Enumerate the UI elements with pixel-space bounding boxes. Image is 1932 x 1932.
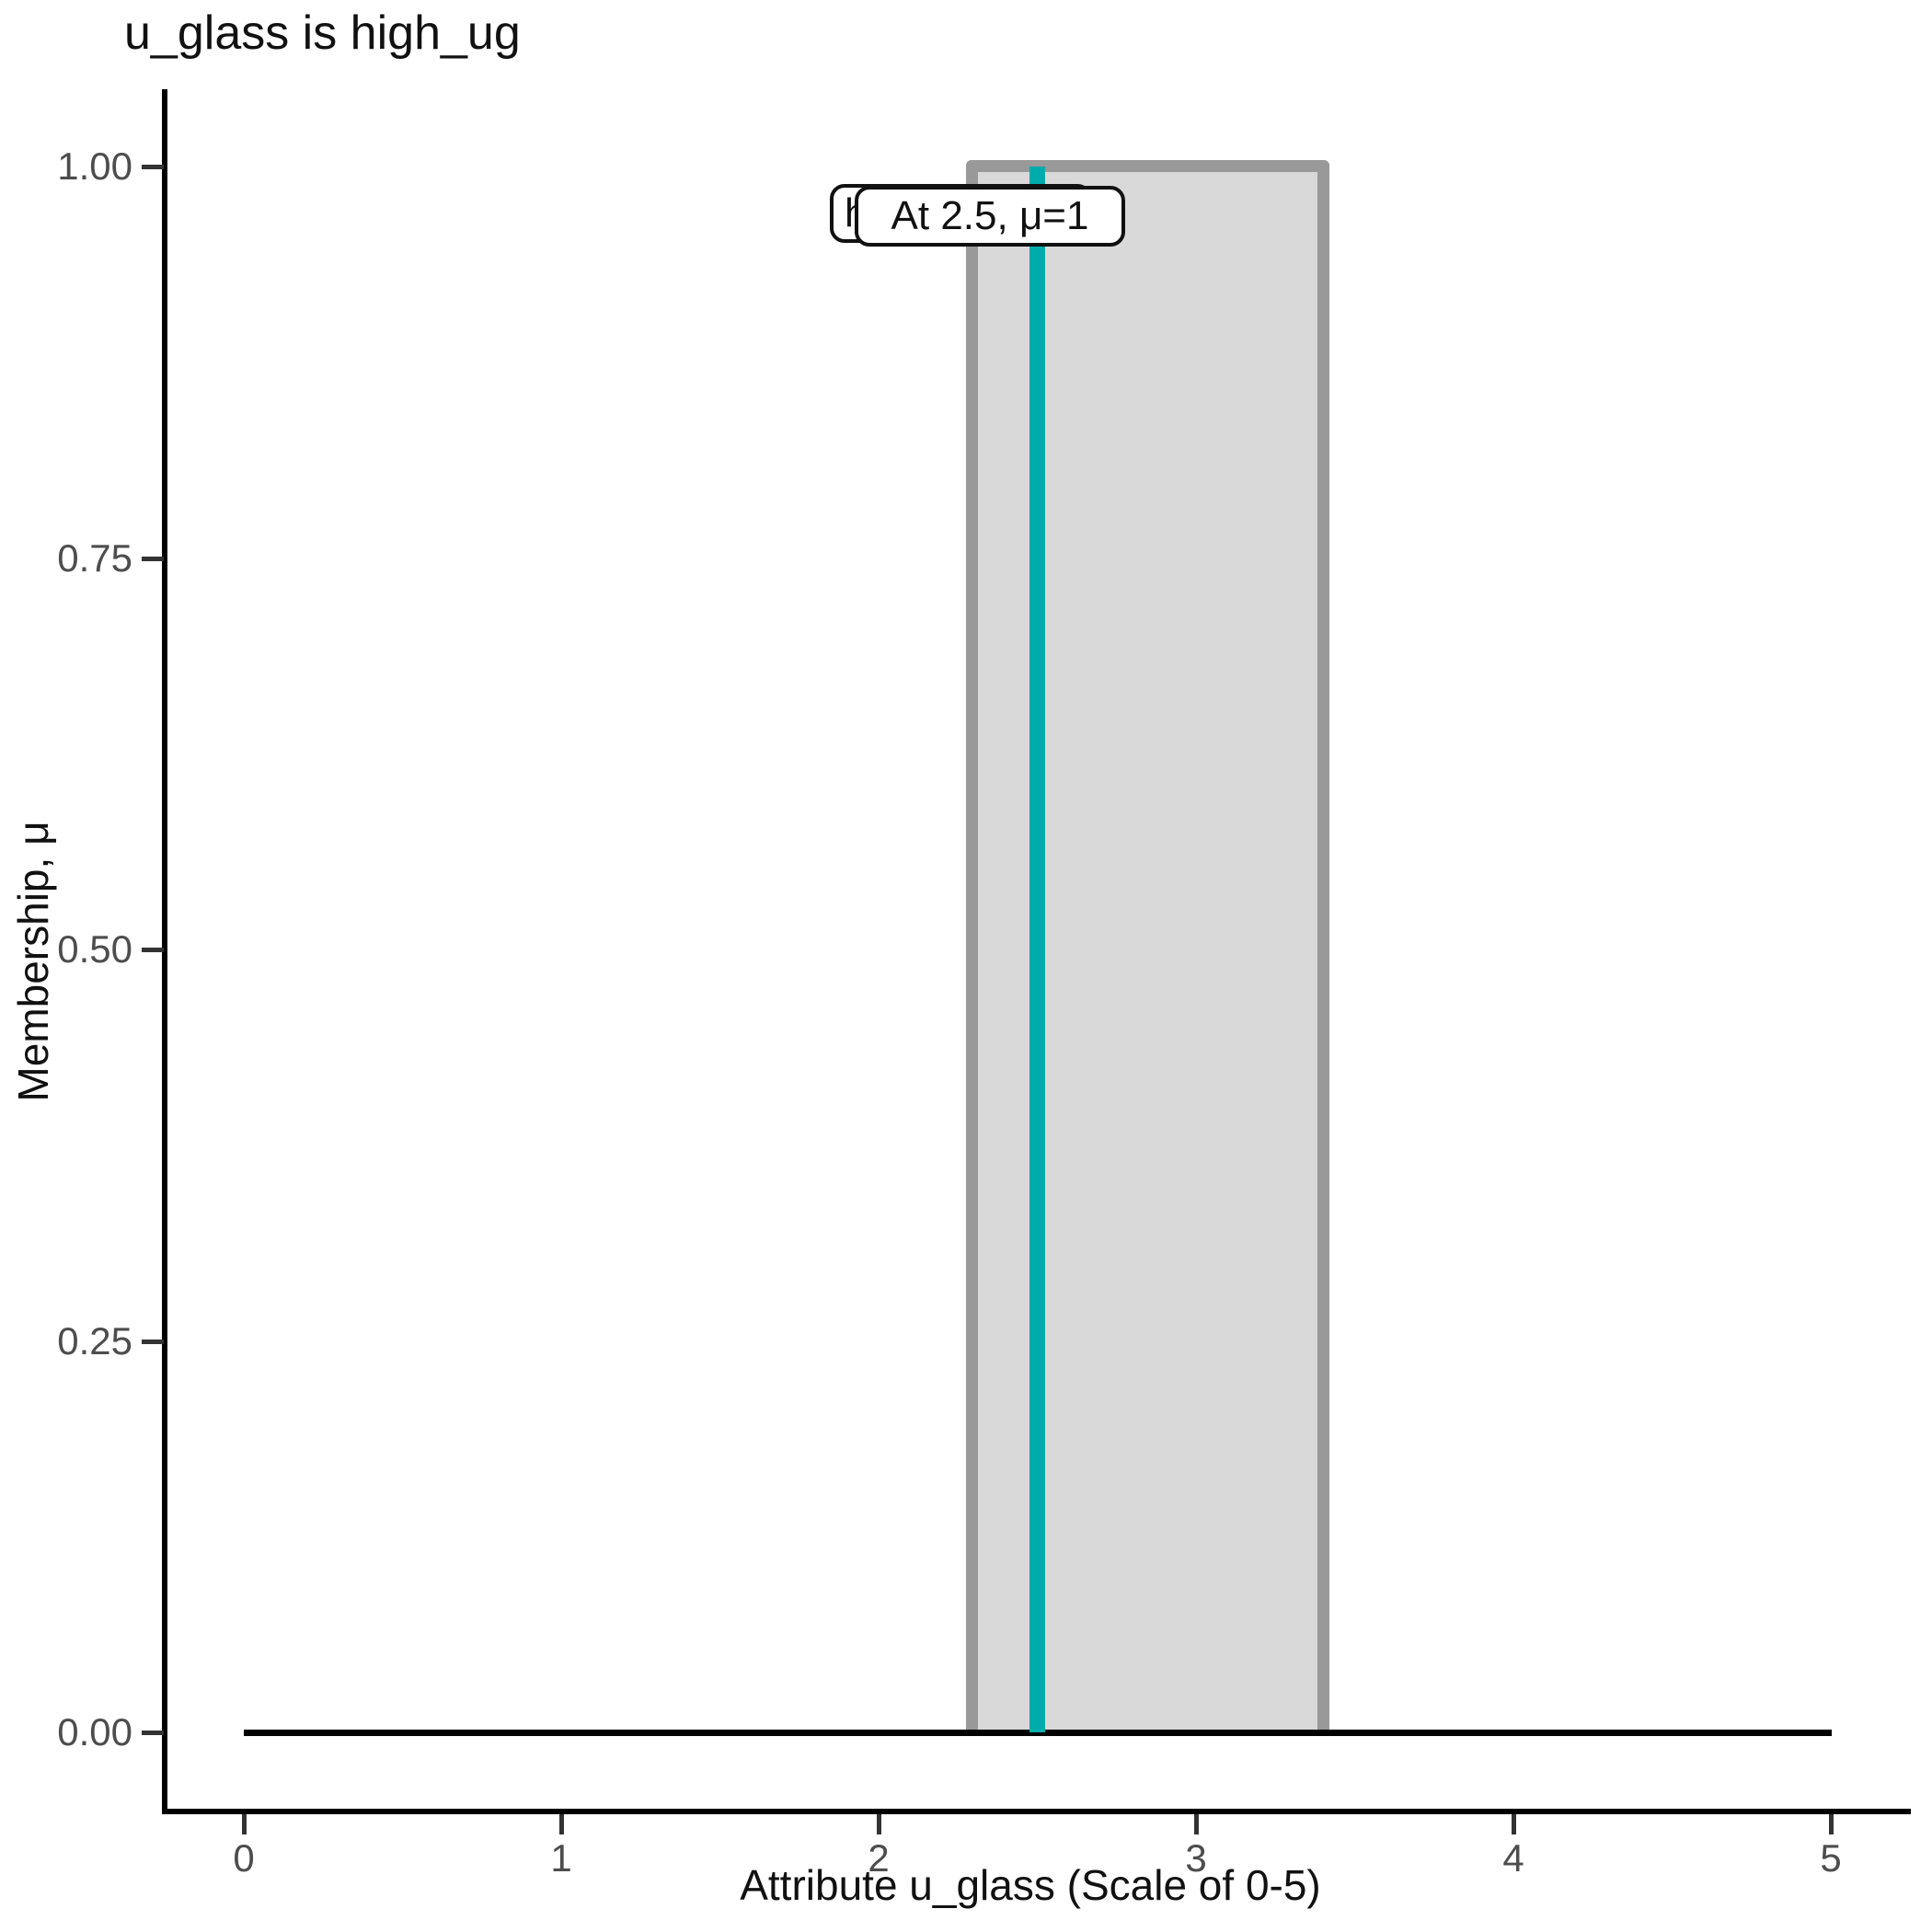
y-tick-100 (142, 165, 164, 169)
y-tick-050 (142, 948, 164, 952)
y-axis-line (162, 89, 167, 1814)
y-tick-label-025: 0.25 (57, 1319, 132, 1363)
x-tick-label-4: 4 (1502, 1836, 1524, 1880)
y-tick-025 (142, 1340, 164, 1344)
membership-baseline (244, 1730, 1832, 1736)
point-annotation-box: At 2.5, μ=1 (855, 186, 1125, 247)
x-tick-4 (1512, 1814, 1516, 1834)
x-tick-label-5: 5 (1820, 1836, 1842, 1880)
x-tick-label-3: 3 (1185, 1836, 1207, 1880)
point-annotation-label: At 2.5, μ=1 (891, 193, 1089, 238)
x-tick-0 (242, 1814, 247, 1834)
x-tick-5 (1829, 1814, 1834, 1834)
x-tick-1 (559, 1814, 564, 1834)
x-tick-label-0: 0 (233, 1836, 255, 1880)
y-tick-label-075: 0.75 (57, 536, 132, 580)
x-tick-label-1: 1 (550, 1836, 572, 1880)
y-tick-label-100: 1.00 (57, 144, 132, 188)
y-tick-label-050: 0.50 (57, 927, 132, 971)
y-tick-label-000: 0.00 (57, 1710, 132, 1754)
query-value-line (1029, 167, 1045, 1732)
x-tick-label-2: 2 (868, 1836, 890, 1880)
plot-title: u_glass is high_ug (124, 6, 521, 60)
y-tick-000 (142, 1731, 164, 1735)
x-tick-2 (877, 1814, 881, 1834)
x-axis-title: Attribute u_glass (Scale of 0-5) (740, 1861, 1321, 1909)
membership-region-rect (966, 160, 1329, 1732)
x-axis-line (162, 1809, 1911, 1814)
y-tick-075 (142, 557, 164, 561)
x-tick-3 (1194, 1814, 1199, 1834)
